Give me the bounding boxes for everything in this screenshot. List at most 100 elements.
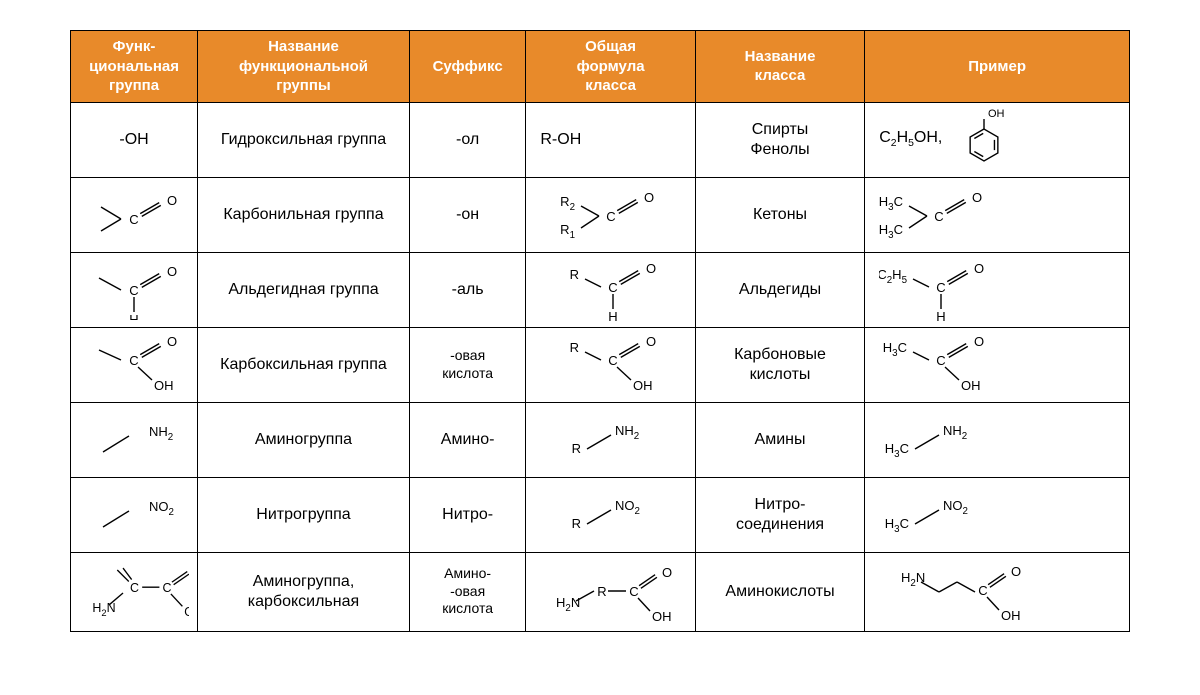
table-row: NH2АминогруппаАмино- RNH2Амины H3CNH2: [71, 402, 1130, 477]
svg-text:O: O: [167, 193, 177, 208]
table-row: NO2 НитрогруппаНитро- R NO2 Нитро-соединени…: [71, 477, 1130, 552]
column-header: Названиекласса: [695, 31, 864, 103]
svg-text:OH: OH: [1001, 608, 1021, 623]
svg-text:H3C: H3C: [883, 340, 907, 359]
name-cell: Карбоксильная группа: [198, 327, 410, 402]
functional-groups-table: Функ-циональнаягруппаНазваниефункциональ…: [70, 30, 1130, 632]
svg-text:O: O: [1011, 564, 1021, 579]
svg-text:H3C: H3C: [885, 516, 909, 535]
svg-text:OH: OH: [988, 109, 1005, 120]
example-cell: C2H5OH, OH: [865, 102, 1130, 177]
svg-text:C: C: [608, 353, 617, 368]
column-header: Названиефункциональнойгруппы: [198, 31, 410, 103]
svg-text:O: O: [662, 565, 672, 580]
suffix-cell: Амино--оваякислота: [409, 552, 525, 631]
suffix-cell: Амино-: [409, 402, 525, 477]
class-cell: Амины: [695, 402, 864, 477]
svg-text:H3C: H3C: [879, 194, 903, 213]
name-cell: Альдегидная группа: [198, 252, 410, 327]
formula-cell: R NH2: [526, 402, 695, 477]
name-cell: Нитрогруппа: [198, 477, 410, 552]
class-cell: Аминокислоты: [695, 552, 864, 631]
svg-text:C: C: [629, 584, 638, 599]
svg-text:H3C: H3C: [879, 222, 903, 241]
example-cell: H3C C O OH: [865, 327, 1130, 402]
suffix-cell: Нитро-: [409, 477, 525, 552]
svg-text:OH: OH: [652, 609, 672, 623]
svg-text:H3C: H3C: [885, 441, 909, 460]
class-cell: Карбоновыекислоты: [695, 327, 864, 402]
svg-text:C: C: [937, 280, 946, 295]
svg-text:C: C: [129, 353, 138, 368]
example-cell: C2H5 C O H: [865, 252, 1130, 327]
svg-text:H2N: H2N: [901, 570, 925, 589]
group-cell: C O H: [71, 252, 198, 327]
svg-text:C: C: [979, 583, 988, 598]
formula-cell: R2COR1: [526, 177, 695, 252]
class-cell: СпиртыФенолы: [695, 102, 864, 177]
column-header: Суффикс: [409, 31, 525, 103]
example-cell: H3CCOH3C: [865, 177, 1130, 252]
name-cell: Гидроксильная группа: [198, 102, 410, 177]
svg-text:C: C: [937, 353, 946, 368]
table-row: COOHКарбоксильная группа-оваякислота RCO…: [71, 327, 1130, 402]
name-cell: Аминогруппа,карбоксильная: [198, 552, 410, 631]
svg-text:H: H: [129, 312, 138, 320]
group-cell: CO: [71, 177, 198, 252]
group-cell: H2NCCOOH: [71, 552, 198, 631]
suffix-cell: -ол: [409, 102, 525, 177]
svg-text:H: H: [608, 309, 617, 321]
svg-text:O: O: [974, 334, 984, 349]
group-cell: C O OH: [71, 327, 198, 402]
svg-text:C: C: [130, 581, 139, 595]
name-cell: Карбонильная группа: [198, 177, 410, 252]
svg-text:R: R: [569, 340, 578, 355]
svg-text:NO2: NO2: [615, 498, 640, 517]
example-cell: H2N C O OH: [865, 552, 1130, 631]
svg-text:C: C: [129, 283, 138, 298]
svg-text:C2H5: C2H5: [879, 267, 908, 286]
example-cell: H3C NH2: [865, 402, 1130, 477]
formula-cell: RCOH: [526, 252, 695, 327]
column-header: Функ-циональнаягруппа: [71, 31, 198, 103]
svg-text:NO2: NO2: [149, 499, 174, 518]
svg-text:OH: OH: [961, 378, 981, 393]
table-row: COHАльдегидная группа-аль RCOHАльдегиды …: [71, 252, 1130, 327]
svg-text:H: H: [937, 309, 946, 321]
svg-text:C: C: [608, 280, 617, 295]
svg-text:R2: R2: [560, 194, 575, 213]
class-cell: Альдегиды: [695, 252, 864, 327]
svg-text:O: O: [167, 334, 177, 349]
svg-text:R: R: [571, 516, 580, 531]
suffix-cell: -оваякислота: [409, 327, 525, 402]
svg-text:NH2: NH2: [943, 423, 967, 442]
svg-text:NO2: NO2: [943, 498, 968, 517]
formula-cell: R-OH: [526, 102, 695, 177]
class-cell: Нитро-соединения: [695, 477, 864, 552]
svg-text:O: O: [974, 261, 984, 276]
svg-text:C: C: [129, 212, 138, 227]
svg-text:C: C: [606, 209, 615, 224]
formula-cell: RCOOH: [526, 327, 695, 402]
svg-text:H2N: H2N: [92, 601, 115, 618]
suffix-cell: -аль: [409, 252, 525, 327]
column-header: Общаяформулакласса: [526, 31, 695, 103]
table-row: -OHГидроксильная группа-олR-OHСпиртыФено…: [71, 102, 1130, 177]
table-row: H2N C C O OH Аминогруппа,карбоксильнаяАмино--…: [71, 552, 1130, 631]
svg-text:R: R: [571, 441, 580, 456]
table-row: COКарбонильная группа-он R2COR1Кетоны H3…: [71, 177, 1130, 252]
example-cell: H3C NO2: [865, 477, 1130, 552]
group-cell: -OH: [71, 102, 198, 177]
svg-text:C: C: [163, 581, 172, 595]
table-header-row: Функ-циональнаягруппаНазваниефункциональ…: [71, 31, 1130, 103]
svg-text:R1: R1: [560, 222, 575, 241]
svg-text:O: O: [972, 190, 982, 205]
svg-text:O: O: [646, 261, 656, 276]
svg-text:NH2: NH2: [615, 423, 639, 442]
suffix-cell: -он: [409, 177, 525, 252]
column-header: Пример: [865, 31, 1130, 103]
svg-text:O: O: [167, 264, 177, 279]
svg-text:OH: OH: [154, 378, 174, 393]
formula-cell: R NO2: [526, 477, 695, 552]
svg-text:H2N: H2N: [556, 595, 580, 614]
